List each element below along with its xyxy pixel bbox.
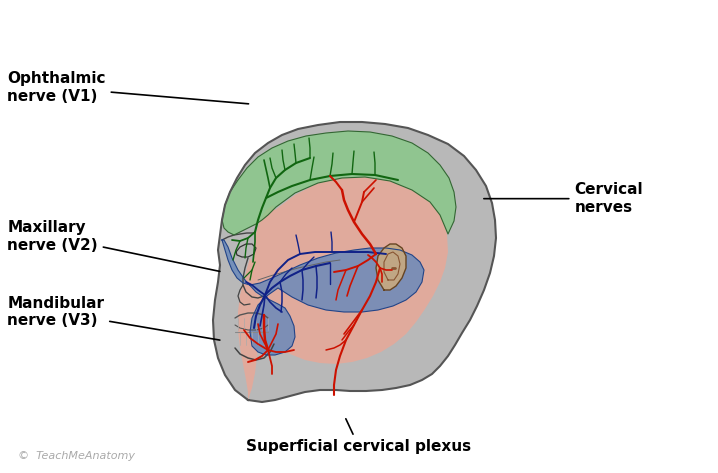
Polygon shape [376, 244, 406, 290]
Polygon shape [222, 240, 424, 355]
Text: Superficial cervical plexus: Superficial cervical plexus [246, 419, 472, 455]
Polygon shape [253, 177, 448, 364]
Text: Ophthalmic
nerve (V1): Ophthalmic nerve (V1) [7, 71, 248, 104]
Polygon shape [213, 122, 496, 402]
Polygon shape [222, 131, 456, 235]
Text: ©  TeachMeAnatomy: © TeachMeAnatomy [18, 451, 135, 462]
Text: Maxillary
nerve (V2): Maxillary nerve (V2) [7, 220, 220, 272]
Text: Cervical
nerves: Cervical nerves [484, 183, 643, 215]
Polygon shape [238, 258, 258, 400]
Text: Mandibular
nerve (V3): Mandibular nerve (V3) [7, 296, 220, 340]
